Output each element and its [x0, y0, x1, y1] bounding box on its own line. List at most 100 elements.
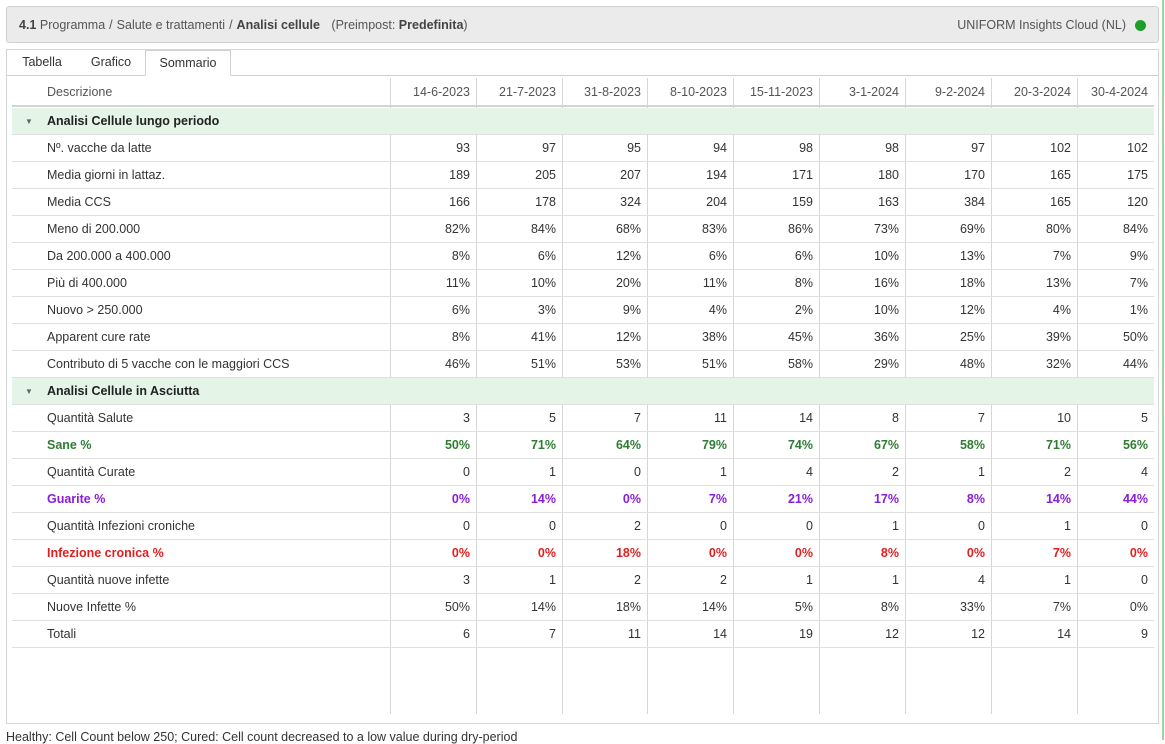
table-cell: 25%: [959, 330, 985, 344]
table-cell: 7%: [1129, 276, 1148, 290]
table-cell: 10%: [530, 276, 556, 290]
table-cell: 50%: [444, 438, 470, 452]
table-cell: 102: [1127, 141, 1148, 155]
table-cell: 0%: [622, 492, 641, 506]
table-cell: 44%: [1122, 492, 1148, 506]
table-cell: 67%: [873, 438, 899, 452]
tab-tabella[interactable]: Tabella: [22, 55, 62, 69]
table-cell: 165: [1050, 195, 1071, 209]
group-header-row[interactable]: ▼ Analisi Cellule in Asciutta: [12, 378, 1154, 405]
tab-grafico[interactable]: Grafico: [90, 55, 132, 69]
column-header-date[interactable]: 20-3-2024: [1014, 85, 1071, 99]
table-cell: 51%: [701, 357, 727, 371]
column-header-descrizione[interactable]: Descrizione: [47, 85, 113, 99]
table-cell: 9%: [622, 303, 641, 317]
table-cell: 6%: [708, 249, 727, 263]
table-row: Infezione cronica % 0% 0% 18% 0% 0% 8% 0% 7% 0%: [12, 540, 1154, 567]
table-cell: 14%: [701, 600, 727, 614]
table-cell: 205: [535, 168, 556, 182]
preset-indicator[interactable]: (Preimpost: Predefinita): [331, 18, 467, 32]
table-row: Quantità Curate 0 1 0 1 4 2 1 2 4: [12, 459, 1154, 486]
table-cell: 18%: [615, 600, 641, 614]
table-cell: 86%: [787, 222, 813, 236]
table-row: Più di 400.000 11% 10% 20% 11% 8% 16% 18% 13% 7%: [12, 270, 1154, 297]
table-cell: 5: [549, 411, 556, 425]
table-cell: 8: [892, 411, 899, 425]
page-title: Analisi cellule: [236, 18, 320, 32]
group-label: Analisi Cellule lungo periodo: [47, 114, 220, 128]
table-cell: 50%: [1122, 330, 1148, 344]
table-cell: 2: [634, 573, 641, 587]
preset-suffix: ): [463, 18, 468, 32]
breadcrumb-programma[interactable]: Programma: [39, 18, 106, 32]
table-cell: 84%: [530, 222, 556, 236]
table-cell: 83%: [701, 222, 727, 236]
table-cell: 0: [1141, 573, 1148, 587]
table-cell: 18%: [615, 546, 641, 560]
table-cell: 97: [542, 141, 556, 155]
table-cell: 19: [799, 627, 813, 641]
table-cell: 0%: [451, 492, 470, 506]
table-cell: 171: [792, 168, 813, 182]
row-label: Infezione cronica %: [47, 546, 164, 560]
table-row: Da 200.000 a 400.000 8% 6% 12% 6% 6% 10% 13% 7% 9…: [12, 243, 1154, 270]
column-header-date[interactable]: 21-7-2023: [499, 85, 556, 99]
table-cell: 69%: [959, 222, 985, 236]
connection-status-icon: [1135, 19, 1146, 31]
column-header-date[interactable]: 30-4-2024: [1091, 85, 1148, 99]
group-header-row[interactable]: ▼ Analisi Cellule lungo periodo: [12, 108, 1154, 135]
breadcrumb-separator: /: [109, 18, 113, 32]
table-cell: 14%: [530, 492, 556, 506]
table-cell: 5%: [794, 600, 813, 614]
table-cell: 13%: [1045, 276, 1071, 290]
table-cell: 0%: [537, 546, 556, 560]
table-cell: 7: [978, 411, 985, 425]
table-cell: 0: [463, 465, 470, 479]
table-cell: 1: [892, 519, 899, 533]
table-cell: 53%: [615, 357, 641, 371]
column-header-date[interactable]: 14-6-2023: [413, 85, 470, 99]
breadcrumb-separator: /: [229, 18, 233, 32]
table-cell: 2%: [794, 303, 813, 317]
column-header-date[interactable]: 8-10-2023: [670, 85, 727, 99]
table-cell: 97: [971, 141, 985, 155]
table-cell: 17%: [873, 492, 899, 506]
table-cell: 0: [720, 519, 727, 533]
breadcrumb: 4.1 Programma / Salute e trattamenti / Anali…: [19, 18, 468, 32]
table-cell: 1: [1064, 519, 1071, 533]
table-cell: 159: [792, 195, 813, 209]
table-cell: 7%: [708, 492, 727, 506]
preset-value: Predefinita: [398, 18, 464, 32]
table-cell: 2: [1064, 465, 1071, 479]
table-cell: 21%: [787, 492, 813, 506]
table-cell: 7: [549, 627, 556, 641]
table-cell: 82%: [444, 222, 470, 236]
table-cell: 32%: [1045, 357, 1071, 371]
table-cell: 50%: [444, 600, 470, 614]
column-header-date[interactable]: 3-1-2024: [848, 85, 899, 99]
table-cell: 12: [885, 627, 899, 641]
row-label: Sane %: [47, 438, 92, 452]
column-header-date[interactable]: 31-8-2023: [584, 85, 641, 99]
tab-bar: Tabella Grafico Sommario: [7, 50, 1158, 76]
table-cell: 10: [1057, 411, 1071, 425]
table-cell: 0: [978, 519, 985, 533]
collapse-caret-icon[interactable]: ▼: [25, 387, 33, 396]
table-cell: 11%: [702, 276, 727, 290]
table-cell: 74%: [787, 438, 813, 452]
collapse-caret-icon[interactable]: ▼: [25, 117, 33, 126]
cloud-status: UNIFORM Insights Cloud (NL): [957, 18, 1146, 32]
table-cell: 0%: [708, 546, 727, 560]
column-header-date[interactable]: 9-2-2024: [934, 85, 985, 99]
tab-sommario[interactable]: Sommario: [145, 50, 231, 76]
breadcrumb-salute[interactable]: Salute e trattamenti: [116, 18, 226, 32]
summary-table: Descrizione 14-6-2023 21-7-2023 31-8-2023 8-…: [12, 78, 1154, 714]
row-label: Media CCS: [47, 195, 111, 209]
table-cell: 178: [535, 195, 556, 209]
table-header-row: Descrizione 14-6-2023 21-7-2023 31-8-2023 8-…: [12, 78, 1154, 107]
table-cell: 180: [878, 168, 899, 182]
table-cell: 33%: [959, 600, 985, 614]
column-header-date[interactable]: 15-11-2023: [749, 85, 813, 99]
table-cell: 16%: [873, 276, 899, 290]
table-cell: 0%: [1129, 546, 1148, 560]
